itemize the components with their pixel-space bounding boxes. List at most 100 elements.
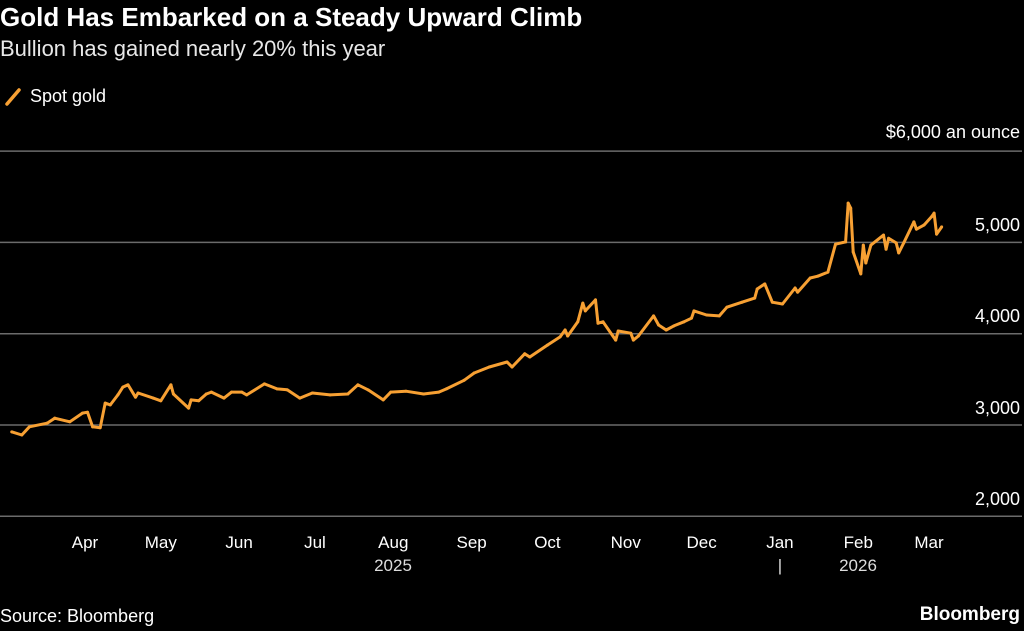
data-point bbox=[922, 223, 926, 227]
data-point bbox=[902, 241, 906, 245]
y-tick-label-6000: $6,000 an ounce bbox=[885, 122, 1020, 142]
data-point bbox=[275, 387, 279, 391]
data-point bbox=[505, 360, 509, 364]
data-point bbox=[636, 334, 640, 338]
x-tick-label-may: May bbox=[144, 533, 177, 552]
data-point bbox=[381, 398, 385, 402]
source-note: Source: Bloomberg bbox=[0, 606, 155, 626]
data-point bbox=[528, 355, 532, 359]
data-point bbox=[121, 385, 125, 389]
data-point bbox=[717, 314, 721, 318]
x-tick-label-jun: Jun bbox=[225, 533, 253, 552]
data-point bbox=[652, 314, 656, 318]
data-point bbox=[134, 395, 138, 399]
data-point bbox=[780, 302, 784, 306]
data-point bbox=[930, 215, 934, 219]
bloomberg-logo: Bloomberg bbox=[919, 604, 1020, 625]
data-point bbox=[346, 392, 350, 396]
data-point bbox=[616, 329, 620, 333]
data-point bbox=[576, 320, 580, 324]
legend-label: Spot gold bbox=[30, 86, 107, 106]
data-point bbox=[159, 399, 163, 403]
year-label-2025: 2025 bbox=[374, 556, 412, 575]
x-tick-label-aug: Aug bbox=[378, 533, 409, 552]
data-point bbox=[356, 383, 360, 387]
series-line-spot-gold bbox=[11, 201, 943, 437]
data-point bbox=[631, 338, 635, 342]
data-point bbox=[861, 243, 865, 247]
data-point bbox=[230, 390, 234, 394]
legend-swatch-icon bbox=[5, 87, 21, 106]
data-point bbox=[763, 282, 767, 286]
data-point bbox=[859, 272, 863, 276]
data-point bbox=[389, 390, 393, 394]
y-tick-label-4000: 4,000 bbox=[974, 306, 1020, 326]
data-point bbox=[136, 391, 140, 395]
data-point bbox=[887, 236, 891, 240]
year-label-2026: 2026 bbox=[839, 556, 877, 575]
data-point bbox=[740, 300, 744, 304]
data-point bbox=[222, 396, 226, 400]
data-point bbox=[581, 301, 585, 305]
data-point bbox=[770, 300, 774, 304]
data-point bbox=[816, 274, 820, 278]
data-point bbox=[808, 276, 812, 280]
data-point bbox=[91, 425, 95, 429]
data-point bbox=[884, 247, 888, 251]
data-point bbox=[68, 420, 72, 424]
data-point bbox=[20, 433, 24, 437]
data-point bbox=[422, 392, 426, 396]
data-point bbox=[935, 232, 939, 236]
data-point bbox=[171, 392, 175, 396]
data-point bbox=[189, 398, 193, 402]
data-point bbox=[116, 393, 120, 397]
data-point bbox=[437, 390, 441, 394]
data-point bbox=[245, 393, 249, 397]
data-point bbox=[262, 382, 266, 386]
data-point bbox=[583, 309, 587, 313]
data-point bbox=[869, 243, 873, 247]
data-point bbox=[689, 316, 693, 320]
y-tick-label-2000: 2,000 bbox=[974, 489, 1020, 509]
data-point bbox=[725, 305, 729, 309]
x-tick-label-dec: Dec bbox=[686, 533, 717, 552]
data-point bbox=[545, 343, 549, 347]
data-point bbox=[793, 286, 797, 290]
data-point bbox=[187, 406, 191, 410]
data-point bbox=[629, 331, 633, 335]
data-point bbox=[472, 371, 476, 375]
data-point bbox=[108, 403, 112, 407]
data-point bbox=[328, 393, 332, 397]
data-point bbox=[705, 313, 709, 317]
chart-title: Gold Has Embarked on a Steady Upward Cli… bbox=[0, 2, 583, 32]
data-point bbox=[169, 383, 173, 387]
data-point bbox=[657, 323, 661, 327]
data-point bbox=[204, 392, 208, 396]
data-point bbox=[846, 201, 850, 205]
data-point bbox=[844, 240, 848, 244]
data-point bbox=[912, 220, 916, 224]
data-point bbox=[103, 401, 107, 405]
data-point bbox=[285, 388, 289, 392]
data-point bbox=[596, 321, 600, 325]
data-point bbox=[851, 250, 855, 254]
x-tick-label-jan: Jan bbox=[766, 533, 794, 552]
data-point bbox=[487, 365, 491, 369]
data-point bbox=[310, 391, 314, 395]
data-point bbox=[566, 334, 570, 338]
data-point bbox=[755, 287, 759, 291]
data-point bbox=[897, 251, 901, 255]
data-point bbox=[86, 410, 90, 414]
data-point bbox=[834, 242, 838, 246]
data-point bbox=[563, 328, 567, 332]
x-tick-label-nov: Nov bbox=[610, 533, 641, 552]
data-point bbox=[10, 430, 14, 434]
data-point bbox=[53, 416, 57, 420]
y-tick-label-5000: 5,000 bbox=[974, 215, 1020, 235]
data-point bbox=[444, 387, 448, 391]
data-point bbox=[151, 396, 155, 400]
data-point bbox=[462, 378, 466, 382]
data-point bbox=[601, 320, 605, 324]
data-point bbox=[523, 352, 527, 356]
